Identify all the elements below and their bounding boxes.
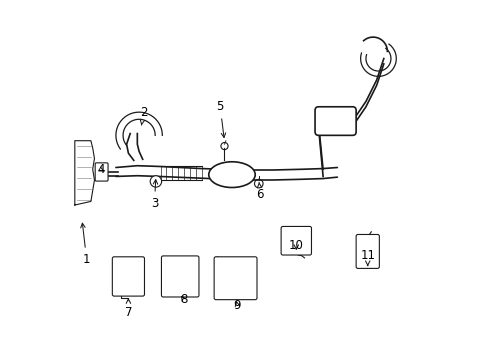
Polygon shape [75,141,94,205]
Circle shape [221,143,227,150]
FancyBboxPatch shape [355,234,379,269]
Text: 7: 7 [124,299,132,319]
Text: 11: 11 [360,249,374,265]
Text: 2: 2 [140,106,147,125]
Text: 5: 5 [216,100,225,138]
Text: 3: 3 [150,180,158,210]
Text: 6: 6 [256,182,264,201]
Text: 1: 1 [81,223,90,266]
Text: 8: 8 [180,293,187,306]
Circle shape [150,176,162,187]
Text: 10: 10 [288,239,303,252]
Circle shape [254,179,263,188]
FancyBboxPatch shape [112,257,144,296]
Text: 9: 9 [233,299,241,312]
Ellipse shape [208,162,255,188]
FancyBboxPatch shape [214,257,257,300]
FancyBboxPatch shape [314,107,355,135]
FancyBboxPatch shape [95,163,108,181]
FancyBboxPatch shape [161,256,199,297]
FancyBboxPatch shape [281,226,311,255]
Text: 4: 4 [98,163,105,176]
